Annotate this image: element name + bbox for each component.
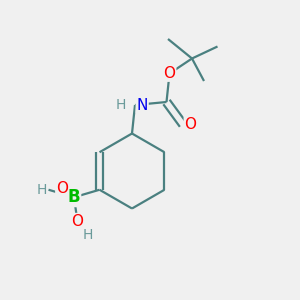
Text: B: B (68, 188, 80, 206)
Text: H: H (116, 98, 126, 112)
Text: O: O (164, 66, 175, 81)
Text: H: H (37, 183, 47, 197)
Text: O: O (56, 181, 68, 196)
Text: H: H (83, 228, 93, 242)
Text: N: N (136, 98, 148, 112)
Text: O: O (184, 117, 196, 132)
Text: O: O (72, 214, 84, 229)
